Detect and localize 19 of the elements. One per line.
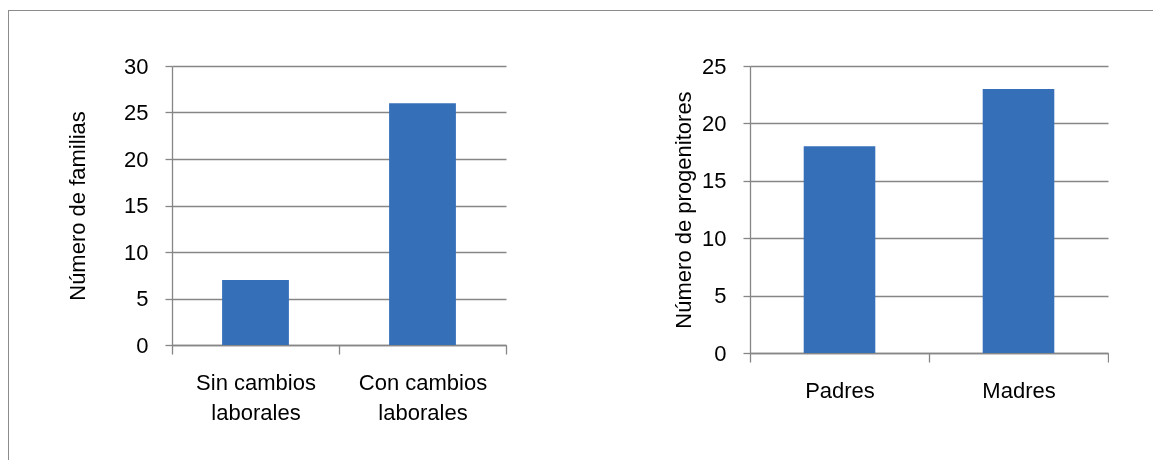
y-tick-label: 5	[714, 283, 727, 309]
x-tick-label: Sin cambios laborales	[196, 369, 316, 425]
y-tick-label: 0	[136, 332, 149, 358]
y-tick-label: 5	[136, 286, 149, 311]
y-tick-label: 20	[124, 146, 149, 172]
x-tick-label: Con cambios laborales	[358, 369, 488, 425]
y-tick-label: 25	[124, 100, 149, 125]
y-tick-label: 15	[702, 168, 727, 194]
y-axis-title: Número de familias	[65, 111, 91, 301]
x-tick-label: Padres	[805, 377, 875, 403]
y-tick-label: 0	[714, 340, 727, 366]
y-axis-title: Número de progenitores	[671, 91, 697, 329]
y-tick-label: 20	[702, 110, 727, 136]
y-tick-label: 15	[124, 193, 149, 218]
y-tick-label: 10	[124, 239, 149, 265]
y-tick-label: 25	[702, 53, 727, 79]
x-tick-label: Madres	[982, 377, 1056, 403]
y-tick-label: 10	[702, 225, 727, 251]
y-tick-label: 30	[124, 53, 149, 79]
